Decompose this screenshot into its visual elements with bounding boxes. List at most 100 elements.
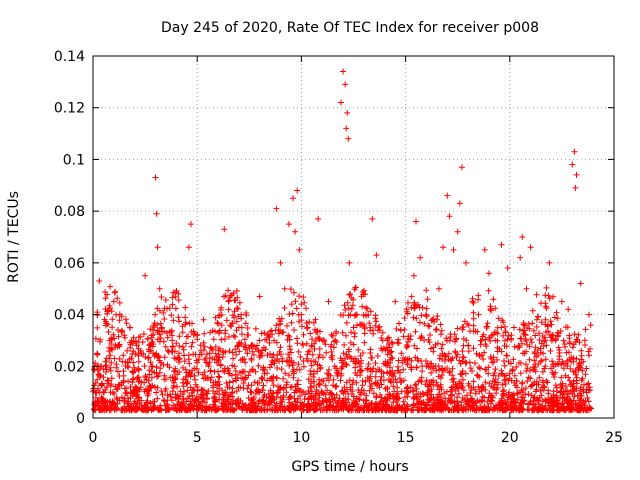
roti-point-noise bbox=[94, 398, 101, 404]
roti-point-noise bbox=[463, 337, 470, 344]
roti-point-noise bbox=[215, 405, 222, 412]
roti-point-noise bbox=[543, 305, 550, 311]
x-axis-label: GPS time / hours bbox=[291, 459, 408, 475]
roti-point-noise bbox=[168, 312, 175, 319]
roti-point-noise bbox=[145, 346, 152, 353]
roti-point-noise bbox=[213, 359, 220, 366]
roti-point-noise bbox=[316, 380, 322, 387]
roti-point-noise bbox=[459, 358, 466, 365]
roti-point-noise bbox=[467, 406, 474, 413]
roti-point-noise bbox=[519, 340, 525, 347]
roti-point-noise bbox=[255, 386, 262, 393]
roti-point-noise bbox=[111, 335, 118, 342]
roti-point-noise bbox=[515, 342, 522, 349]
roti-point-noise bbox=[395, 336, 402, 343]
roti-point-noise bbox=[438, 345, 445, 352]
roti-point-noise bbox=[463, 392, 470, 399]
roti-point-noise bbox=[554, 397, 561, 404]
roti-point-noise bbox=[333, 330, 340, 337]
roti-point-noise bbox=[267, 387, 274, 394]
roti-point-noise bbox=[470, 315, 477, 322]
roti-point-noise bbox=[329, 333, 336, 339]
roti-point-noise bbox=[367, 350, 374, 356]
roti-point-noise bbox=[435, 363, 442, 370]
roti-point-noise bbox=[534, 407, 541, 414]
roti-point-noise bbox=[182, 366, 189, 373]
roti-point-noise bbox=[327, 403, 333, 410]
roti-point-noise bbox=[460, 405, 467, 412]
roti-point-noise bbox=[124, 358, 131, 365]
roti-point-noise bbox=[134, 375, 140, 382]
roti-point-noise bbox=[103, 362, 110, 369]
roti-point-noise bbox=[525, 374, 532, 381]
x-tick-label: 20 bbox=[501, 430, 519, 446]
roti-point-noise bbox=[455, 402, 462, 409]
roti-point bbox=[586, 311, 592, 318]
roti-point bbox=[96, 278, 103, 284]
plot-frame bbox=[92, 55, 615, 419]
roti-point-noise bbox=[384, 369, 391, 376]
roti-point bbox=[94, 350, 101, 357]
roti-point-noise bbox=[397, 379, 404, 385]
roti-point-noise bbox=[433, 367, 440, 374]
roti-point-noise bbox=[354, 359, 360, 366]
roti-point-noise bbox=[281, 305, 288, 311]
roti-point-noise bbox=[348, 329, 355, 336]
roti-point-noise bbox=[369, 354, 376, 361]
roti-point-noise bbox=[233, 388, 240, 395]
roti-point-noise bbox=[341, 302, 348, 309]
roti-point-noise bbox=[162, 297, 169, 303]
roti-point-noise bbox=[359, 303, 366, 310]
roti-point-noise bbox=[491, 329, 498, 336]
roti-point-noise bbox=[234, 305, 240, 312]
roti-point-noise bbox=[565, 403, 571, 410]
roti-point-noise bbox=[220, 394, 227, 401]
roti-point-noise bbox=[296, 293, 303, 300]
roti-point-noise bbox=[542, 356, 549, 363]
roti-point-noise bbox=[219, 354, 226, 360]
roti-point-noise bbox=[260, 398, 267, 405]
roti-point-noise bbox=[545, 292, 552, 299]
roti-point-noise bbox=[202, 375, 209, 381]
roti-point-noise bbox=[373, 394, 379, 401]
roti-point-noise bbox=[553, 388, 560, 394]
roti-point-noise bbox=[156, 354, 162, 361]
roti-point-noise bbox=[174, 371, 181, 378]
roti-point-noise bbox=[111, 355, 118, 362]
roti-point-noise bbox=[295, 348, 302, 355]
roti-point-noise bbox=[232, 333, 239, 340]
roti-point-noise bbox=[209, 327, 216, 334]
roti-point-noise bbox=[585, 348, 592, 355]
roti-point-noise bbox=[434, 313, 441, 319]
roti-point-noise bbox=[428, 386, 435, 393]
roti-point-noise bbox=[520, 321, 527, 328]
roti-point-noise bbox=[104, 291, 111, 298]
roti-point-noise bbox=[507, 406, 514, 413]
roti-point-noise bbox=[333, 383, 340, 390]
roti-point-noise bbox=[273, 322, 280, 329]
roti-point-noise bbox=[225, 287, 232, 294]
roti-point-noise bbox=[141, 406, 148, 413]
roti-point-noise bbox=[540, 387, 547, 394]
roti-point-noise bbox=[382, 346, 389, 353]
roti-point-noise bbox=[116, 341, 123, 348]
x-tick-label: 10 bbox=[292, 430, 310, 446]
roti-point-noise bbox=[157, 365, 164, 372]
roti-point-noise bbox=[374, 353, 381, 359]
roti-point-noise bbox=[491, 378, 498, 385]
roti-point bbox=[235, 324, 242, 331]
roti-point-noise bbox=[331, 407, 338, 414]
roti-point-noise bbox=[542, 402, 549, 409]
roti-point-noise bbox=[458, 399, 465, 406]
roti-point-noise bbox=[526, 356, 533, 363]
roti-point-noise bbox=[304, 325, 310, 332]
roti-point-noise bbox=[565, 374, 572, 381]
roti-point-noise bbox=[255, 362, 262, 369]
roti-point-noise bbox=[348, 294, 355, 301]
roti-point-noise bbox=[354, 311, 360, 318]
roti-point-noise bbox=[351, 330, 358, 337]
roti-point bbox=[296, 246, 303, 253]
roti-point-noise bbox=[145, 355, 152, 362]
roti-point-noise bbox=[324, 387, 331, 394]
roti-point-noise bbox=[363, 403, 370, 410]
